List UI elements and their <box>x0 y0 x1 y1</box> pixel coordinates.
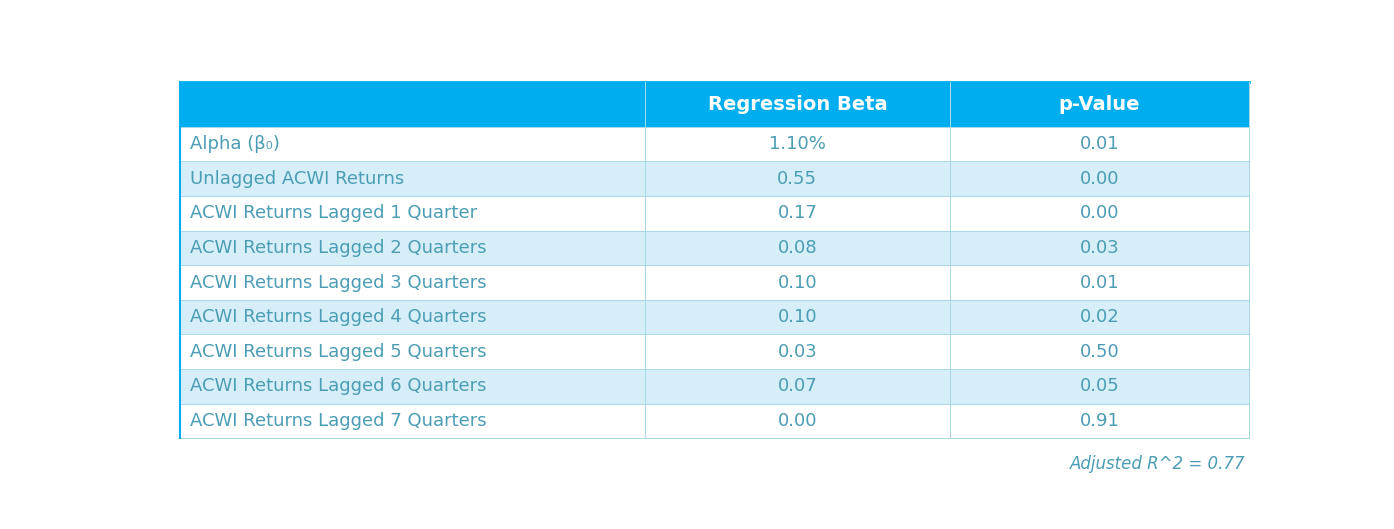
Text: 0.01: 0.01 <box>1079 273 1119 291</box>
Bar <box>949 127 1249 161</box>
Text: Alpha (β₀): Alpha (β₀) <box>191 135 280 153</box>
Text: 0.01: 0.01 <box>1079 135 1119 153</box>
Text: 0.55: 0.55 <box>778 170 817 188</box>
Bar <box>180 161 645 196</box>
Bar <box>645 196 949 231</box>
Bar <box>949 265 1249 300</box>
Text: 0.10: 0.10 <box>778 273 817 291</box>
Text: 0.00: 0.00 <box>1080 204 1119 222</box>
Bar <box>180 265 645 300</box>
Bar <box>949 300 1249 334</box>
Bar <box>645 127 949 161</box>
Text: ACWI Returns Lagged 7 Quarters: ACWI Returns Lagged 7 Quarters <box>191 412 487 430</box>
Bar <box>645 265 949 300</box>
Bar <box>645 161 949 196</box>
Bar <box>949 82 1249 127</box>
Bar <box>949 369 1249 404</box>
Text: ACWI Returns Lagged 4 Quarters: ACWI Returns Lagged 4 Quarters <box>191 308 487 326</box>
Text: ACWI Returns Lagged 2 Quarters: ACWI Returns Lagged 2 Quarters <box>191 239 487 257</box>
Text: ACWI Returns Lagged 6 Quarters: ACWI Returns Lagged 6 Quarters <box>191 377 487 395</box>
Bar <box>949 404 1249 438</box>
Text: 0.05: 0.05 <box>1079 377 1119 395</box>
Text: 0.10: 0.10 <box>778 308 817 326</box>
Text: 0.07: 0.07 <box>778 377 817 395</box>
Text: ACWI Returns Lagged 1 Quarter: ACWI Returns Lagged 1 Quarter <box>191 204 478 222</box>
Bar <box>180 300 645 334</box>
Bar <box>949 196 1249 231</box>
Text: 0.08: 0.08 <box>778 239 817 257</box>
Bar <box>180 369 645 404</box>
Text: Unlagged ACWI Returns: Unlagged ACWI Returns <box>191 170 404 188</box>
Bar <box>949 334 1249 369</box>
Text: ACWI Returns Lagged 5 Quarters: ACWI Returns Lagged 5 Quarters <box>191 343 487 361</box>
Bar <box>949 231 1249 265</box>
Bar <box>180 127 645 161</box>
Bar <box>949 161 1249 196</box>
Bar <box>645 231 949 265</box>
Bar <box>180 404 645 438</box>
Bar <box>180 231 645 265</box>
Text: 0.00: 0.00 <box>778 412 817 430</box>
Bar <box>180 82 645 127</box>
Text: ACWI Returns Lagged 3 Quarters: ACWI Returns Lagged 3 Quarters <box>191 273 487 291</box>
Text: Adjusted R^2 = 0.77: Adjusted R^2 = 0.77 <box>1071 454 1246 472</box>
Text: 0.03: 0.03 <box>778 343 817 361</box>
Text: 1.10%: 1.10% <box>769 135 825 153</box>
Text: 0.17: 0.17 <box>778 204 817 222</box>
Text: p-Value: p-Value <box>1058 95 1140 114</box>
Text: 0.50: 0.50 <box>1079 343 1119 361</box>
Bar <box>645 334 949 369</box>
Text: 0.03: 0.03 <box>1079 239 1119 257</box>
Text: 0.00: 0.00 <box>1080 170 1119 188</box>
Text: 0.02: 0.02 <box>1079 308 1119 326</box>
Text: Regression Beta: Regression Beta <box>708 95 887 114</box>
Text: 0.91: 0.91 <box>1079 412 1119 430</box>
Bar <box>180 196 645 231</box>
Bar <box>645 404 949 438</box>
Bar <box>645 369 949 404</box>
Bar <box>645 82 949 127</box>
Bar <box>180 334 645 369</box>
Bar <box>645 300 949 334</box>
